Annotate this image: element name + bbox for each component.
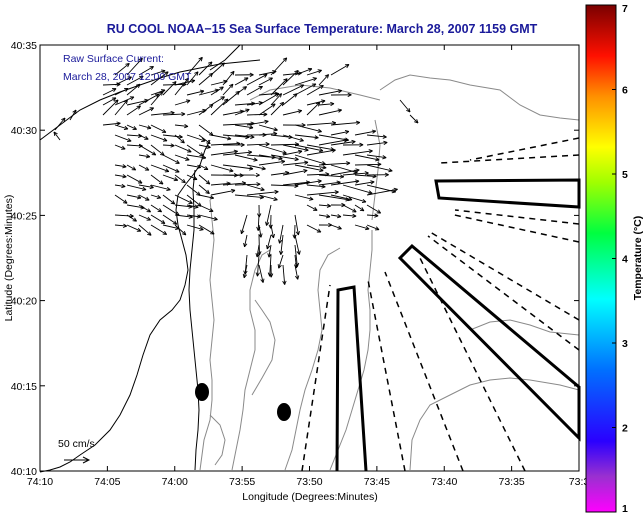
map-title: RU COOL NOAA−15 Sea Surface Temperature:… [107,22,538,36]
colorbar-tick-label: 7 [622,3,628,15]
y-tick-label: 40:25 [11,210,37,222]
x-tick-label: 74:00 [162,476,188,488]
x-axis-label: Longitude (Degrees:Minutes) [242,491,377,503]
x-tick-label: 73:3 [569,476,590,488]
station-marker-1 [195,383,209,401]
y-tick-label: 40:20 [11,296,37,308]
x-tick-label: 73:55 [229,476,255,488]
x-tick-label: 74:10 [27,476,53,488]
map-area: Raw Surface Current: March 28, 2007 12:0… [39,44,581,473]
y-axis-ticks: 40:35 40:30 40:25 40:20 40:15 40:10 [11,40,579,478]
x-tick-label: 73:35 [498,476,524,488]
scale-label: 50 cm/s [58,438,95,450]
y-tick-label: 40:10 [11,466,37,478]
station-marker-2 [277,403,291,421]
current-vectors [53,56,419,285]
y-tick-label: 40:35 [11,40,37,52]
current-annotation-line1: Raw Surface Current: [63,53,164,65]
y-tick-label: 40:15 [11,381,37,393]
colorbar-tick-label: 5 [622,169,628,181]
x-tick-label: 74:05 [94,476,120,488]
colorbar-tick-label: 2 [622,423,628,435]
colorbar-ticks: 7 6 5 4 3 2 1 [612,3,628,515]
current-annotation-line2: March 28, 2007 12:00 GMT [63,71,192,83]
scale-arrow [64,456,91,464]
x-tick-label: 73:45 [364,476,390,488]
colorbar-tick-label: 1 [622,503,628,515]
x-axis-ticks: 74:10 74:05 74:00 73:55 73:50 73:45 73:40 73:35… [27,45,590,488]
y-axis-label: Latitude (Degrees:Minutes) [3,195,15,322]
map-background [40,45,579,471]
colorbar-tick-label: 4 [622,254,628,266]
bathymetry-contours [199,74,580,471]
colorbar [585,4,617,513]
colorbar-label: Temperature (°C) [632,216,644,301]
y-tick-label: 40:30 [11,125,37,137]
x-tick-label: 73:50 [296,476,322,488]
x-tick-label: 73:40 [431,476,457,488]
colorbar-tick-label: 6 [622,85,628,97]
colorbar-tick-label: 3 [622,338,628,350]
